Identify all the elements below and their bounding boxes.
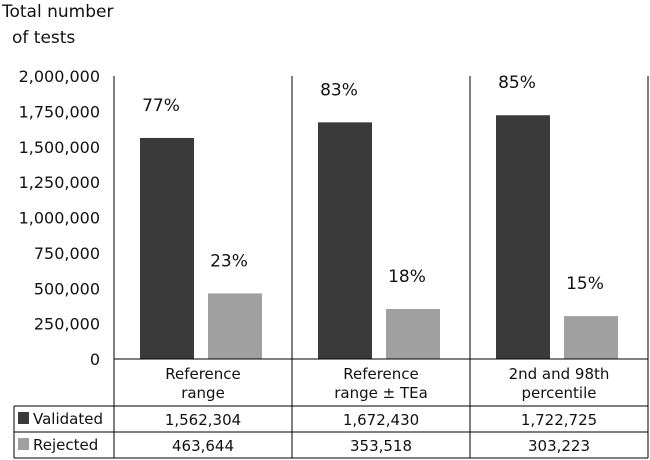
bars bbox=[140, 115, 618, 360]
y-axis-label-line: Total number bbox=[1, 2, 113, 22]
category-label: percentile bbox=[521, 384, 596, 402]
table-cell: 1,562,304 bbox=[165, 411, 241, 429]
y-tick-label: 250,000 bbox=[34, 315, 100, 334]
y-tick-label: 1,500,000 bbox=[19, 138, 100, 157]
bar-validated bbox=[496, 115, 550, 360]
percent-label: 77% bbox=[142, 96, 180, 116]
y-tick-label: 0 bbox=[90, 350, 100, 369]
percent-label: 83% bbox=[320, 80, 358, 100]
category-label: Reference bbox=[343, 365, 419, 383]
y-tick-label: 2,000,000 bbox=[19, 67, 100, 86]
percent-label: 18% bbox=[388, 267, 426, 287]
table-cell: 1,722,725 bbox=[521, 411, 597, 429]
legend-label: Rejected bbox=[33, 436, 98, 454]
category-label: range bbox=[181, 384, 225, 402]
y-tick-label: 1,750,000 bbox=[19, 102, 100, 121]
category-label: range ± TEa bbox=[334, 384, 428, 402]
y-tick-label: 500,000 bbox=[34, 279, 100, 298]
table-cell: 463,644 bbox=[172, 437, 234, 455]
category-label: 2nd and 98th bbox=[509, 365, 610, 383]
y-axis-label: Total number of tests bbox=[1, 2, 113, 48]
percent-labels: 77% 23% 83% 18% 85% 15% bbox=[142, 73, 604, 294]
table-cell: 353,518 bbox=[350, 437, 412, 455]
legend-swatch bbox=[18, 412, 29, 424]
bar-rejected bbox=[564, 316, 618, 359]
percent-label: 23% bbox=[210, 251, 248, 271]
y-tick-label: 1,250,000 bbox=[19, 173, 100, 192]
y-axis-label-line: of tests bbox=[12, 28, 75, 48]
table-cell: 303,223 bbox=[528, 437, 590, 455]
bar-validated bbox=[318, 122, 372, 359]
bar-rejected bbox=[386, 308, 440, 359]
legend-label: Validated bbox=[33, 410, 103, 428]
y-tick-label: 1,000,000 bbox=[19, 209, 100, 228]
y-axis-ticks: 2,000,000 1,750,000 1,500,000 1,250,000 1,00… bbox=[19, 67, 100, 369]
category-label: Reference bbox=[165, 365, 241, 383]
y-tick-label: 750,000 bbox=[34, 244, 100, 263]
percent-label: 85% bbox=[498, 73, 536, 93]
bar-rejected bbox=[208, 293, 262, 359]
legend-swatch bbox=[18, 438, 29, 450]
table-cell: 1,672,430 bbox=[343, 411, 419, 429]
percent-label: 15% bbox=[566, 274, 604, 294]
bar-validated bbox=[140, 137, 194, 359]
